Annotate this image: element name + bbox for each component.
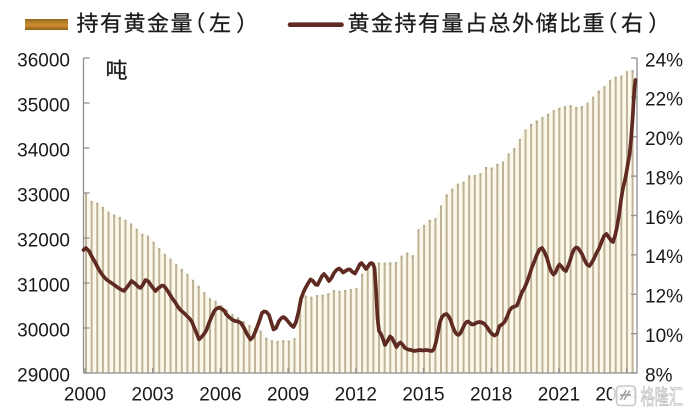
svg-text:2009: 2009 xyxy=(267,385,309,406)
svg-text:2015: 2015 xyxy=(402,385,444,406)
svg-text:34000: 34000 xyxy=(17,140,70,161)
svg-text:29000: 29000 xyxy=(17,365,70,386)
svg-text:33000: 33000 xyxy=(17,185,70,206)
svg-text:35000: 35000 xyxy=(17,95,70,116)
svg-text:2006: 2006 xyxy=(199,385,241,406)
svg-text:2003: 2003 xyxy=(132,385,174,406)
svg-text:2018: 2018 xyxy=(470,385,512,406)
svg-text:14%: 14% xyxy=(645,247,683,268)
svg-text:20%: 20% xyxy=(645,129,683,150)
svg-text:2012: 2012 xyxy=(335,385,377,406)
svg-text:31000: 31000 xyxy=(17,275,70,296)
svg-text:36000: 36000 xyxy=(17,50,70,71)
svg-text:8%: 8% xyxy=(645,365,673,386)
svg-text:2000: 2000 xyxy=(64,385,106,406)
svg-text:2021: 2021 xyxy=(538,385,580,406)
svg-text:12%: 12% xyxy=(645,287,683,308)
svg-text:16%: 16% xyxy=(645,208,683,229)
svg-text:32000: 32000 xyxy=(17,230,70,251)
svg-text:24%: 24% xyxy=(645,50,683,71)
svg-text:30000: 30000 xyxy=(17,320,70,341)
svg-text:10%: 10% xyxy=(645,326,683,347)
svg-text:22%: 22% xyxy=(645,90,683,111)
svg-text:18%: 18% xyxy=(645,168,683,189)
